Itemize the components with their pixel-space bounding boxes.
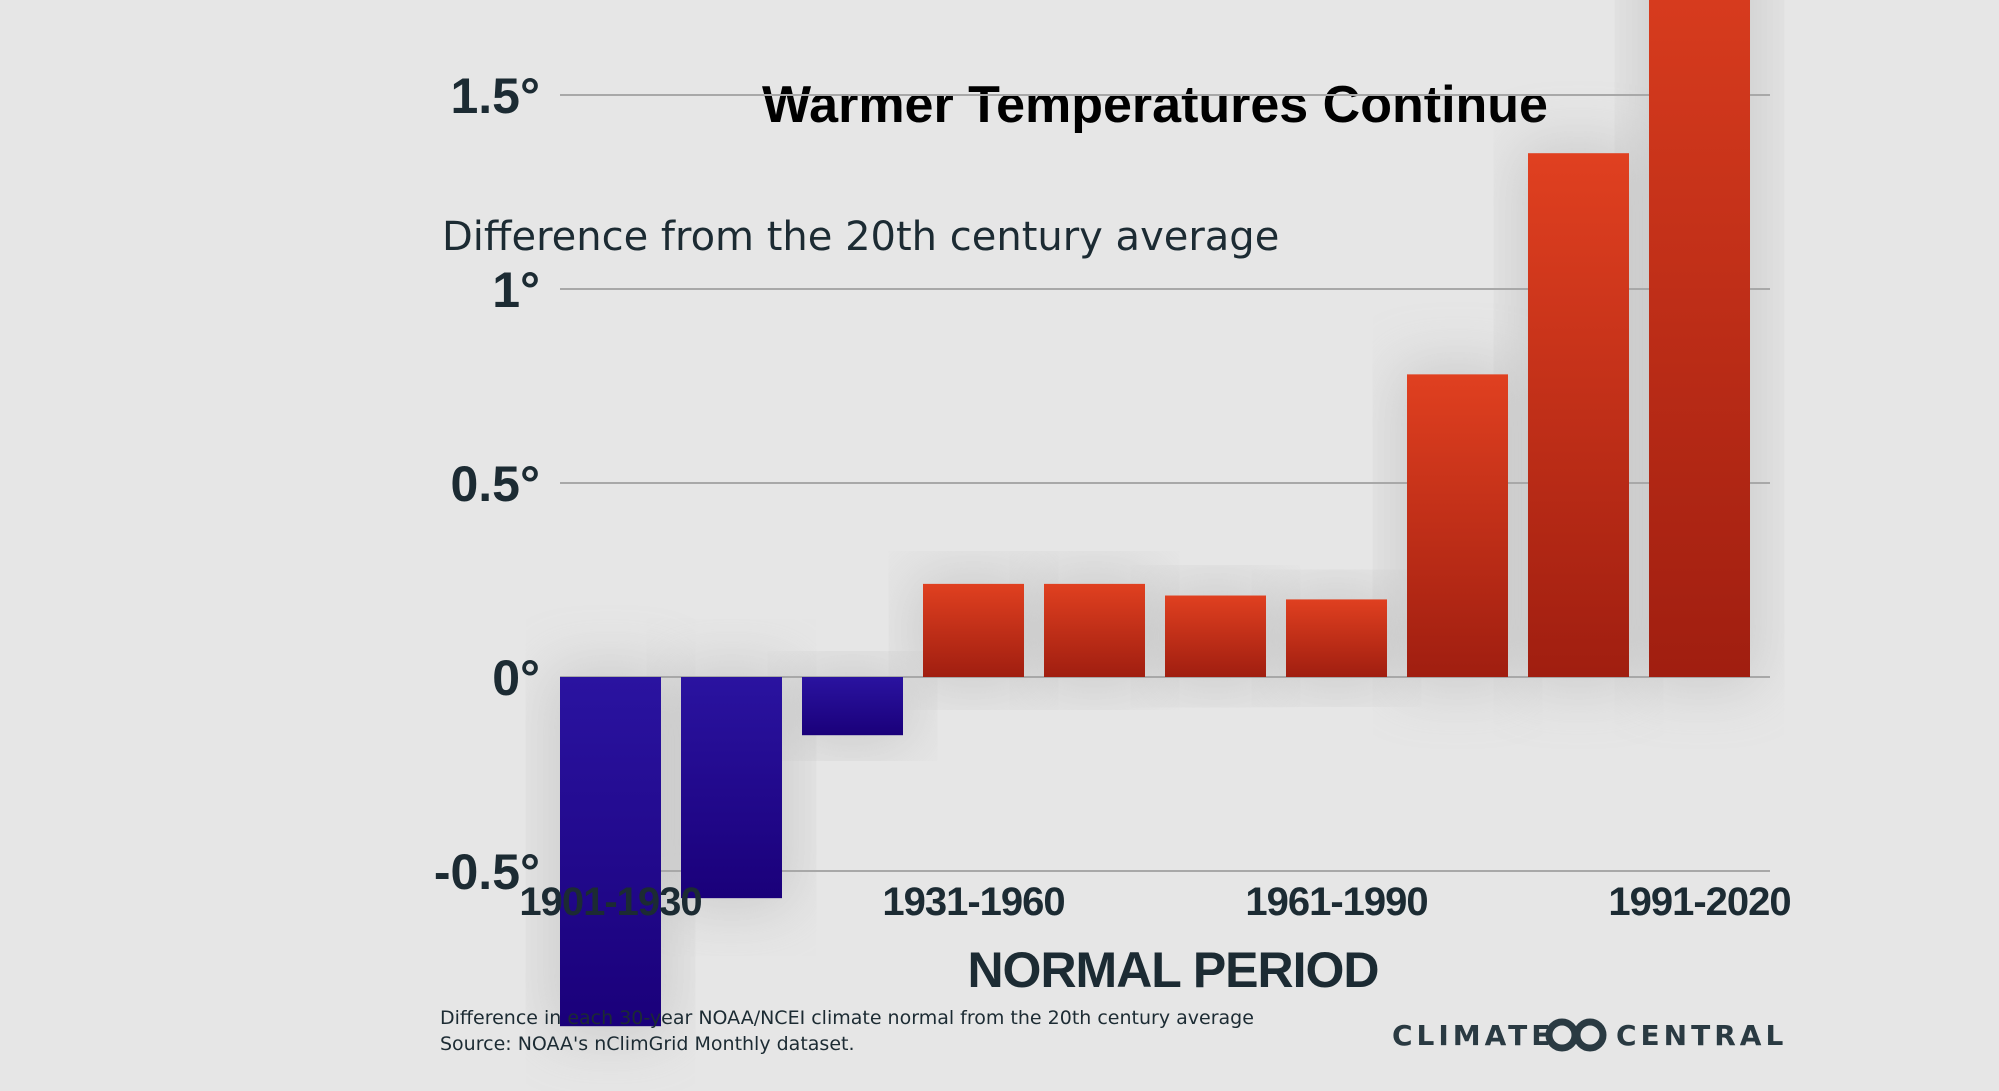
x-axis-label: NORMAL PERIOD xyxy=(967,942,1378,998)
bar xyxy=(923,583,1024,677)
y-axis-label: Difference from the 20th century average xyxy=(442,214,1279,260)
chart-title: Warmer Temperatures Continue xyxy=(762,76,1548,134)
x-tick-label: 1931-1960 xyxy=(882,880,1064,924)
y-tick-labels: 2°1.5°1°0.5°0°-0.5° xyxy=(434,68,540,900)
bar xyxy=(802,677,903,736)
y-tick-label: 0.5° xyxy=(450,456,540,512)
brand-right-text: CENTRAL xyxy=(1616,1019,1787,1052)
footnote-description: Difference in each 30-year NOAA/NCEI cli… xyxy=(440,1007,1254,1029)
bar xyxy=(1528,153,1629,677)
bar xyxy=(681,677,782,899)
x-tick-label: 1991-2020 xyxy=(1608,880,1790,924)
climate-central-brand: CLIMATE CENTRAL xyxy=(1392,1018,1787,1052)
y-tick-label: 1° xyxy=(492,262,540,318)
climate-central-logo-icon xyxy=(1545,1018,1607,1052)
bars xyxy=(560,0,1750,1027)
bar xyxy=(1044,583,1145,677)
brand-left-text: CLIMATE xyxy=(1392,1019,1554,1052)
bar xyxy=(1407,374,1508,677)
x-tick-labels: 1901-1930 1931-1960 1961-1990 1991-2020 xyxy=(519,880,1791,924)
bar xyxy=(560,677,661,1027)
bar xyxy=(1165,595,1266,677)
x-tick-label: 1961-1990 xyxy=(1245,880,1427,924)
y-tick-label: 0° xyxy=(492,650,540,706)
y-tick-label: -0.5° xyxy=(434,844,540,900)
x-tick-label: 1901-1930 xyxy=(519,880,701,924)
footnote-source: Source: NOAA's nClimGrid Monthly dataset… xyxy=(440,1033,855,1055)
bar xyxy=(1649,0,1750,678)
bar xyxy=(1286,599,1387,677)
y-tick-label: 1.5° xyxy=(450,68,540,124)
